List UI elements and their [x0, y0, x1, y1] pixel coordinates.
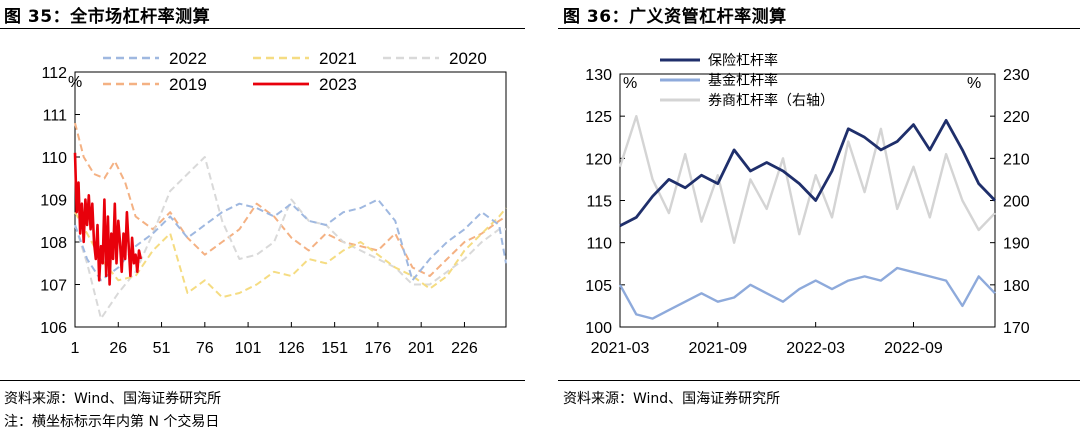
left-footnote: 注：横坐标标示年内第 N 个交易日 [4, 414, 220, 430]
right-left-y-tick-label: 125 [585, 109, 612, 126]
right-bottom-rule [558, 380, 1080, 381]
left-x-tick-label: 126 [278, 340, 305, 357]
right-right-y-tick-label: 230 [1003, 67, 1030, 84]
left-y-tick-label: 111 [43, 108, 67, 125]
right-x-tick-label: 2021-09 [688, 340, 747, 357]
left-x-tick-label: 1 [71, 340, 80, 357]
left-x-tick-label: 101 [235, 340, 262, 357]
left-x-tick-label: 176 [365, 340, 392, 357]
right-right-y-tick-label: 220 [1003, 109, 1030, 126]
left-top-rule [0, 28, 525, 29]
left-series-line-2021 [74, 207, 507, 299]
left-legend-label: 2021 [319, 49, 357, 68]
left-series-line-2020 [74, 156, 506, 320]
left-legend-label: 2023 [319, 75, 357, 94]
left-bottom-rule [0, 380, 525, 381]
right-right-y-tick-label: 210 [1003, 151, 1030, 168]
left-y-tick-label: 108 [40, 235, 67, 252]
right-series-line-0 [619, 119, 997, 228]
right-left-y-tick-label: 130 [585, 67, 612, 84]
right-x-tick-label: 2022-03 [786, 340, 845, 357]
left-source-note: 资料来源：Wind、国海证券研究所 [4, 391, 222, 407]
left-unit-label: % [68, 74, 82, 91]
left-x-tick-label: 226 [451, 340, 478, 357]
right-x-tick-label: 2022-09 [884, 340, 943, 357]
right-x-tick-label: 2021-03 [591, 340, 650, 357]
right-left-y-tick-label: 110 [586, 236, 612, 253]
right-left-y-tick-label: 115 [586, 194, 612, 211]
right-left-y-tick-label: 100 [585, 320, 612, 337]
right-legend-label: 基金杠杆率 [708, 72, 778, 88]
right-left-y-tick-label: 120 [585, 151, 612, 168]
left-x-tick-label: 51 [153, 340, 171, 357]
right-source-note: 资料来源：Wind、国海证券研究所 [563, 391, 781, 407]
left-x-tick-label: 151 [321, 340, 348, 357]
left-legend-label: 2022 [169, 49, 207, 68]
left-series-line-2019 [74, 122, 507, 277]
left-x-tick-label: 76 [196, 340, 214, 357]
right-right-y-tick-label: 180 [1003, 278, 1030, 295]
left-y-tick-label: 106 [40, 320, 67, 337]
left-x-tick-label: 26 [109, 340, 127, 357]
left-y-tick-label: 107 [40, 278, 67, 295]
right-right-y-tick-label: 170 [1003, 320, 1030, 337]
left-x-tick-label: 201 [408, 340, 435, 357]
left-y-tick-label: 112 [41, 65, 67, 82]
left-legend-label: 2020 [449, 49, 487, 68]
right-left-unit-label: % [623, 75, 637, 92]
right-right-y-tick-label: 200 [1003, 194, 1030, 211]
left-figure-title: 图 35：全市场杠杆率测算 [4, 7, 211, 27]
right-figure-title: 图 36：广义资管杠杆率测算 [563, 7, 787, 27]
right-chart: 100 105 110 115 120 125 130 170 180 190 200 210 220 2… [585, 52, 1030, 357]
right-legend-label: 券商杠杆率（右轴） [708, 92, 834, 108]
right-right-y-tick-label: 190 [1003, 236, 1030, 253]
left-y-tick-label: 109 [40, 193, 67, 210]
right-right-unit-label: % [967, 75, 981, 92]
right-series-line-2 [618, 114, 996, 244]
left-legend-label: 2019 [169, 75, 207, 94]
right-top-rule [558, 28, 1080, 29]
right-series-line-1 [618, 266, 996, 320]
left-y-tick-label: 110 [41, 150, 67, 167]
right-legend-label: 保险杠杆率 [708, 52, 778, 68]
left-series-line-2023 [73, 152, 143, 286]
right-left-y-tick-label: 105 [585, 278, 612, 295]
